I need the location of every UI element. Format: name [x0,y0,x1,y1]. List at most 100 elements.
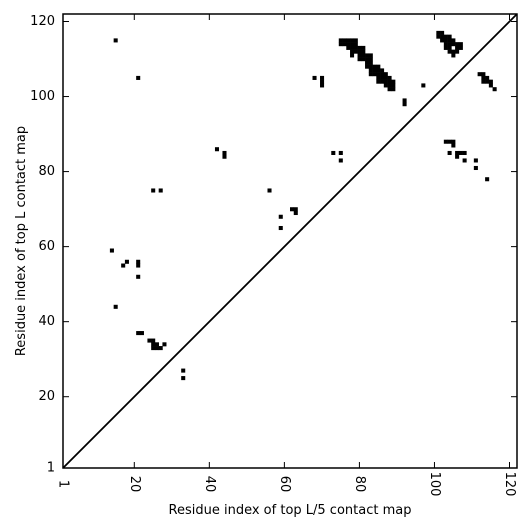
contact-point [473,165,478,171]
x-tick-label: 120 [502,472,517,497]
y-tick-label: 20 [38,389,55,404]
contact-point [488,83,493,88]
contact-point [293,210,298,216]
contact-point [436,34,441,39]
contact-point [372,72,377,77]
contact-point [154,346,159,351]
contact-point [151,342,156,347]
contact-point [151,338,156,343]
contact-point [222,150,227,155]
points-layer [109,30,497,381]
contact-point [402,102,407,107]
contact-point [346,38,351,43]
contact-point [357,57,362,62]
contact-point [372,64,377,69]
contact-point [447,34,452,39]
contact-point [124,259,129,264]
x-tick-label: 100 [427,472,442,497]
contact-point [387,75,392,80]
x-tick-label: 80 [352,476,367,493]
y-tick-label: 60 [38,239,55,254]
contact-point [391,87,396,92]
contact-point [158,188,163,193]
contact-point [383,79,388,84]
contact-point [391,83,396,88]
x-tick-label: 20 [127,476,142,493]
contact-point [136,75,141,80]
y-tick-label: 100 [30,89,55,104]
contact-point [365,53,370,58]
contact-point [136,263,141,268]
contact-point [338,38,343,43]
contact-point [147,338,152,343]
contact-point [293,207,298,212]
contact-point [109,248,114,253]
contact-point [383,72,388,77]
contact-point [113,38,118,43]
contact-point [151,188,156,193]
contact-point [158,346,163,351]
contact-point [477,72,482,77]
y-tick-label: 1 [47,461,55,476]
contact-point [346,42,351,47]
contact-point [485,177,490,182]
contact-point [387,87,392,92]
contact-point [181,376,186,381]
contact-point [353,45,358,50]
contact-point [350,42,355,47]
contact-point [488,79,493,84]
y-tick-label: 120 [30,14,55,29]
contact-point [421,83,426,88]
contact-point [331,150,336,155]
contact-point [376,79,381,84]
contact-point [113,304,118,309]
contact-point [136,259,141,264]
contact-point [458,42,463,47]
contact-point [447,45,452,50]
contact-point [481,75,486,80]
contact-point [451,143,456,148]
contact-point [361,49,366,54]
contact-point [440,30,445,35]
contact-point [485,75,490,80]
contact-point [154,342,159,347]
contact-point [350,38,355,43]
contact-point [380,68,385,73]
contact-point [368,57,373,62]
contact-point [443,139,448,144]
contact-point [447,38,452,43]
contact-point [368,68,373,73]
contact-point [447,42,452,47]
contact-point [481,72,486,77]
contact-point [320,75,325,80]
contact-point [376,72,381,77]
contact-point [361,57,366,62]
contact-point [365,60,370,65]
contact-point [458,150,463,155]
contact-point [365,64,370,69]
contact-point [481,79,486,84]
contact-point [368,53,373,58]
contact-point [121,263,126,268]
contact-point [485,79,490,84]
contact-point [458,45,463,50]
contact-point [376,68,381,73]
contact-point [365,57,370,62]
contact-point [380,72,385,77]
contact-point [451,42,456,47]
contact-point [290,207,295,212]
contact-point [455,49,460,54]
contact-point [440,38,445,43]
contact-point [443,38,448,43]
x-tick-label: 40 [202,476,217,493]
contact-point [346,45,351,50]
contact-point [451,53,456,58]
contact-point [383,75,388,80]
contact-point [402,98,407,103]
contact-point [368,72,373,77]
contact-point [214,147,220,152]
contact-point [342,38,347,43]
contact-point [136,274,141,279]
